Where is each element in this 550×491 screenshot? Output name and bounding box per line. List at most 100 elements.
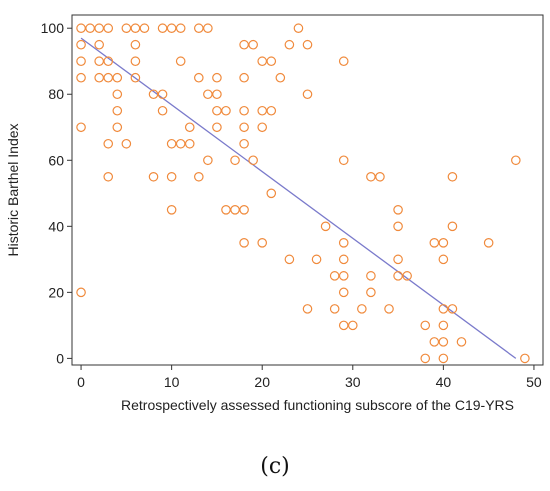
data-point — [121, 23, 132, 34]
data-point — [194, 72, 204, 83]
data-point — [275, 72, 286, 83]
data-point — [266, 188, 277, 199]
data-point — [347, 320, 358, 331]
data-point — [94, 39, 104, 50]
data-point — [239, 39, 249, 50]
data-point — [203, 89, 213, 100]
data-point — [329, 271, 340, 281]
plot-frame — [71, 14, 544, 366]
data-point — [366, 171, 376, 182]
data-point — [420, 320, 431, 331]
data-point — [239, 72, 249, 83]
y-tick-label: 20 — [48, 284, 64, 300]
data-point — [76, 287, 86, 298]
data-point — [175, 23, 186, 34]
data-point — [130, 56, 141, 67]
data-point — [447, 171, 458, 182]
data-point — [429, 337, 440, 347]
data-point — [194, 171, 204, 182]
data-point — [384, 304, 394, 314]
x-tick-label: 20 — [254, 374, 270, 390]
x-tick-label: 50 — [526, 374, 542, 390]
data-point — [293, 23, 304, 34]
data-point — [112, 122, 123, 133]
data-point — [438, 337, 449, 347]
data-point — [284, 39, 295, 50]
data-point — [148, 171, 159, 182]
data-point — [375, 171, 385, 182]
data-point — [429, 238, 440, 248]
data-point — [130, 72, 141, 83]
data-point — [483, 238, 494, 248]
data-point — [393, 221, 403, 232]
y-tick-label: 100 — [41, 20, 65, 36]
plot-border — [71, 14, 544, 366]
data-point — [76, 56, 86, 67]
data-point — [76, 122, 86, 133]
data-point — [130, 23, 141, 34]
data-point — [103, 138, 114, 149]
data-point — [94, 23, 104, 34]
data-point — [338, 238, 349, 248]
data-point — [157, 105, 168, 116]
data-point — [338, 271, 349, 281]
data-point — [248, 39, 258, 50]
data-point — [393, 205, 403, 215]
data-point — [302, 39, 313, 50]
data-point — [366, 271, 376, 281]
data-point — [338, 254, 349, 265]
data-point — [447, 304, 458, 314]
x-tick-label: 0 — [77, 374, 85, 390]
data-point — [85, 23, 95, 34]
data-point — [420, 353, 431, 364]
data-point — [257, 56, 268, 67]
data-point — [338, 155, 349, 166]
data-point — [139, 23, 150, 34]
data-point — [166, 138, 177, 149]
data-point — [230, 155, 240, 166]
data-point — [94, 56, 104, 67]
data-point — [76, 39, 86, 50]
data-points — [76, 23, 530, 364]
y-axis-ticks: 0 20 40 60 80 100 — [41, 20, 72, 366]
y-tick-label: 80 — [48, 86, 64, 102]
data-point — [438, 353, 449, 364]
data-point — [230, 205, 240, 215]
data-point — [212, 105, 222, 116]
data-point — [76, 23, 86, 34]
data-point — [357, 304, 367, 314]
data-point — [121, 138, 132, 149]
data-point — [402, 271, 412, 281]
data-point — [148, 89, 159, 100]
data-point — [302, 89, 313, 100]
data-point — [438, 304, 449, 314]
x-axis-title: Retrospectively assessed functioning sub… — [121, 397, 514, 413]
data-point — [166, 205, 177, 215]
data-point — [175, 138, 186, 149]
y-tick-label: 40 — [48, 218, 64, 234]
x-tick-label: 30 — [345, 374, 361, 390]
data-point — [338, 287, 349, 298]
data-point — [221, 205, 231, 215]
data-point — [520, 353, 530, 364]
data-point — [184, 122, 195, 133]
data-point — [338, 320, 349, 331]
data-point — [239, 138, 249, 149]
data-point — [175, 56, 186, 67]
data-point — [130, 39, 141, 50]
data-point — [284, 254, 295, 265]
data-point — [393, 271, 403, 281]
data-point — [257, 122, 268, 133]
data-point — [203, 23, 213, 34]
data-point — [212, 89, 222, 100]
data-point — [194, 23, 204, 34]
regression-line-layer — [80, 37, 517, 359]
y-tick-label: 0 — [56, 350, 64, 366]
data-point — [103, 171, 114, 182]
data-point — [438, 254, 449, 265]
data-point — [112, 89, 123, 100]
data-point — [302, 304, 313, 314]
data-point — [221, 105, 231, 116]
y-tick-label: 60 — [48, 152, 64, 168]
